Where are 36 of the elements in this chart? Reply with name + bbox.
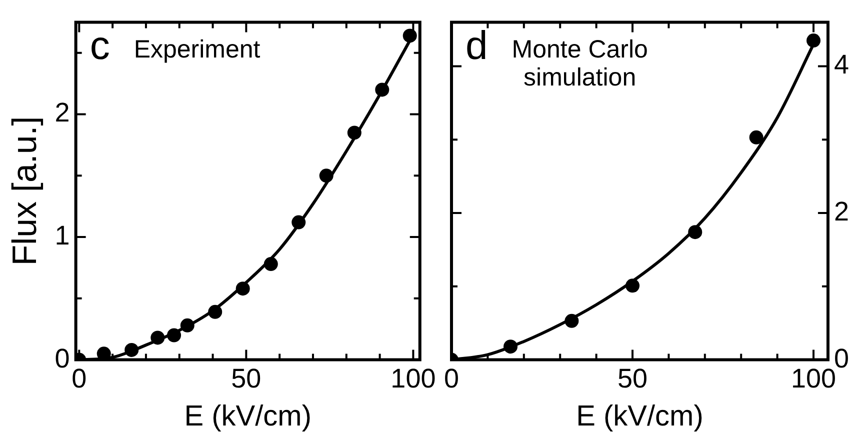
y-tick-label: 0 bbox=[54, 343, 70, 374]
y2-tick-label: 0 bbox=[834, 343, 850, 374]
annotation: Monte Carlo simulation bbox=[512, 36, 648, 92]
y-tick-label: 2 bbox=[54, 98, 70, 128]
point bbox=[124, 342, 139, 357]
point bbox=[564, 314, 579, 328]
y-tick-label: 1 bbox=[54, 220, 70, 250]
x-tick-label: 0 bbox=[444, 363, 460, 394]
point bbox=[402, 28, 417, 43]
annotation: c bbox=[90, 24, 110, 68]
point bbox=[504, 340, 518, 354]
x-tick-label: 50 bbox=[617, 363, 648, 394]
y2-tick-label: 2 bbox=[834, 196, 850, 226]
point bbox=[319, 168, 334, 183]
point bbox=[180, 318, 194, 332]
x-tick-label: 100 bbox=[390, 363, 436, 394]
x-axis-title: E (kV/cm) bbox=[184, 400, 312, 433]
point bbox=[688, 225, 702, 240]
point bbox=[806, 34, 821, 48]
point bbox=[626, 278, 640, 293]
point bbox=[208, 304, 222, 319]
point bbox=[167, 328, 182, 342]
x-tick-label: 100 bbox=[790, 363, 836, 394]
y-axis-title: Flux [a.u.] bbox=[6, 116, 44, 266]
point bbox=[292, 215, 306, 230]
point bbox=[264, 257, 278, 272]
y2-tick-label: 4 bbox=[834, 50, 850, 80]
point bbox=[375, 82, 390, 97]
point bbox=[150, 330, 165, 345]
x-axis-title: E (kV/cm) bbox=[576, 400, 704, 433]
x-tick-label: 50 bbox=[231, 363, 262, 394]
point bbox=[347, 126, 362, 140]
annotation: Experiment bbox=[134, 36, 260, 64]
point bbox=[236, 282, 250, 296]
point bbox=[749, 130, 764, 144]
annotation: d bbox=[466, 24, 488, 68]
